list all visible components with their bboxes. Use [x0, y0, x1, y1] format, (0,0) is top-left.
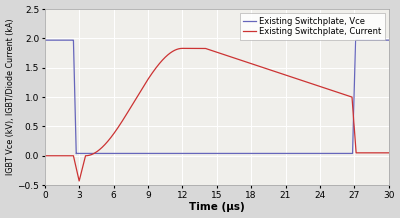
Existing Switchplate, Current — [386, 152, 391, 154]
Existing Switchplate, Vce — [42, 39, 47, 41]
X-axis label: Time (μs): Time (μs) — [189, 203, 245, 213]
Existing Switchplate, Vce — [124, 152, 129, 155]
Existing Switchplate, Current — [172, 49, 177, 52]
Existing Switchplate, Vce — [384, 39, 388, 41]
Existing Switchplate, Current — [384, 152, 388, 154]
Existing Switchplate, Current — [124, 113, 129, 116]
Existing Switchplate, Current — [42, 155, 47, 157]
Existing Switchplate, Vce — [386, 39, 391, 41]
Existing Switchplate, Vce — [126, 152, 131, 155]
Existing Switchplate, Current — [77, 180, 82, 182]
Existing Switchplate, Vce — [196, 152, 201, 155]
Legend: Existing Switchplate, Vce, Existing Switchplate, Current: Existing Switchplate, Vce, Existing Swit… — [240, 13, 384, 39]
Line: Existing Switchplate, Current: Existing Switchplate, Current — [45, 48, 389, 181]
Existing Switchplate, Current — [196, 47, 201, 50]
Line: Existing Switchplate, Vce: Existing Switchplate, Vce — [45, 40, 389, 154]
Existing Switchplate, Vce — [74, 152, 79, 155]
Existing Switchplate, Vce — [172, 152, 177, 155]
Existing Switchplate, Current — [126, 110, 131, 113]
Existing Switchplate, Vce — [122, 152, 127, 155]
Y-axis label: IGBT Vce (kV), IGBT/Diode Current (kA): IGBT Vce (kV), IGBT/Diode Current (kA) — [6, 19, 14, 175]
Existing Switchplate, Current — [180, 47, 185, 50]
Existing Switchplate, Current — [122, 116, 127, 119]
